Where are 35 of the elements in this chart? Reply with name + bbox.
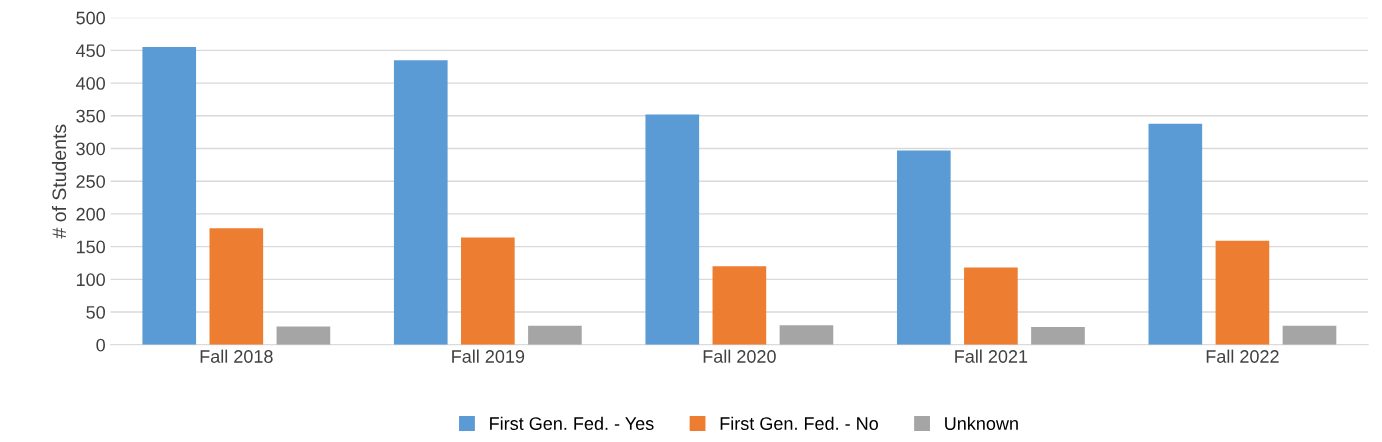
bar bbox=[142, 47, 197, 345]
bar bbox=[896, 150, 951, 345]
bar bbox=[393, 60, 448, 345]
y-tick-label: 500 bbox=[76, 11, 105, 25]
x-tick-label: Fall 2022 bbox=[1206, 349, 1279, 363]
bar bbox=[209, 228, 264, 345]
bar bbox=[645, 114, 700, 345]
y-axis-title: # of Students bbox=[51, 124, 67, 239]
y-tick-label: 250 bbox=[76, 175, 105, 188]
legend-label: First Gen. Fed. - Yes bbox=[490, 416, 654, 430]
x-tick-label: Fall 2018 bbox=[200, 349, 273, 363]
bar bbox=[1215, 240, 1270, 345]
bar bbox=[276, 326, 331, 345]
y-tick-label: 450 bbox=[75, 44, 105, 58]
x-tick-label: Fall 2021 bbox=[955, 349, 1028, 363]
y-tick-label: 100 bbox=[76, 273, 105, 287]
bar bbox=[1148, 123, 1203, 345]
bar bbox=[712, 266, 767, 345]
bar bbox=[964, 267, 1018, 345]
x-tick-label: Fall 2020 bbox=[703, 349, 776, 363]
legend-label: Unknown bbox=[945, 416, 1018, 430]
y-tick-label: 50 bbox=[86, 305, 105, 319]
bar bbox=[1031, 327, 1085, 345]
bar bbox=[461, 237, 515, 345]
y-tick-label: 400 bbox=[75, 77, 105, 90]
bar bbox=[779, 325, 834, 345]
y-tick-label: 350 bbox=[76, 109, 105, 123]
x-tick-label: Fall 2019 bbox=[452, 349, 525, 363]
y-tick-label: 150 bbox=[76, 240, 105, 254]
y-tick-label: 300 bbox=[76, 142, 105, 156]
y-tick-label: 200 bbox=[76, 207, 105, 221]
bar bbox=[528, 325, 582, 345]
legend-label: First Gen. Fed. - No bbox=[720, 416, 878, 430]
y-tick-label: 0 bbox=[96, 338, 105, 352]
bar bbox=[1282, 325, 1337, 345]
